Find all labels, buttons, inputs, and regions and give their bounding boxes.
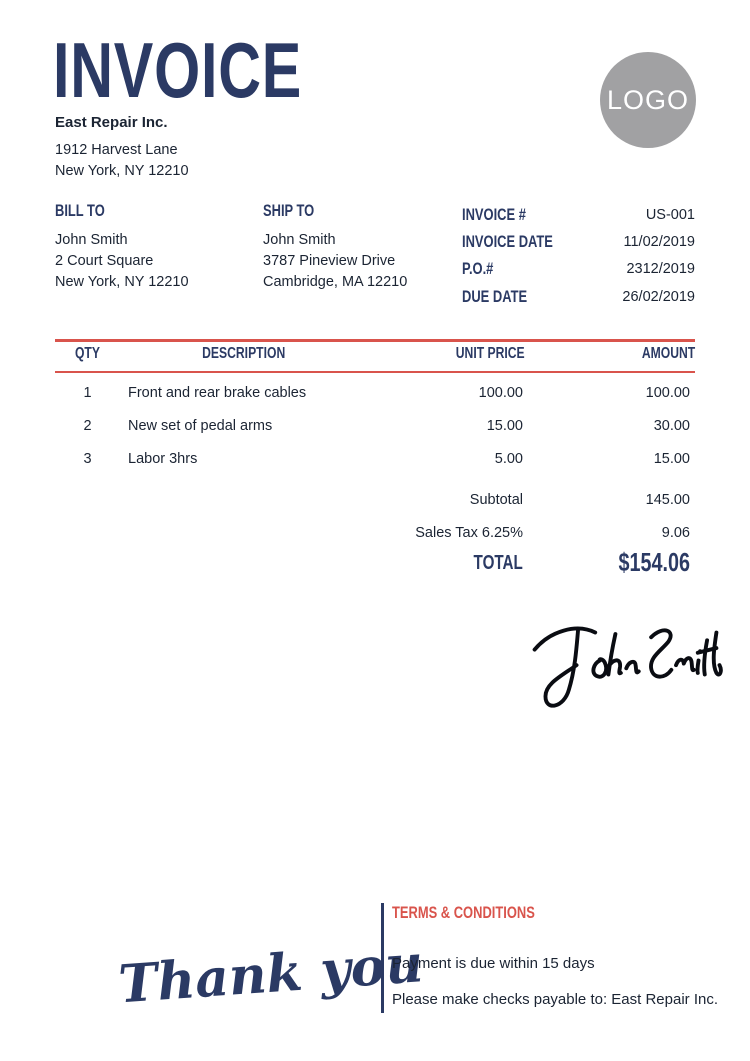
bill-to-block: BILL TO John Smith 2 Court Square New Yo… [55,201,189,293]
row-description: New set of pedal arms [128,417,273,434]
logo-placeholder-text: LOGO [606,84,690,115]
company-address-line2: New York, NY 12210 [55,163,189,179]
company-block: East Repair Inc. 1912 Harvest Lane New Y… [55,114,189,182]
table-header-unit-price: UNIT PRICE [456,345,525,362]
table-header-qty: QTY [74,345,100,362]
table-header-rule [55,371,695,373]
row-unit-price: 15.00 [486,417,523,434]
subtotal-value: 145.00 [645,492,690,508]
ship-to-city: Cambridge, MA 12210 [263,274,408,290]
table-top-rule [55,339,695,342]
invoice-date-label: INVOICE DATE [462,232,553,252]
bill-to-name: John Smith [55,232,128,248]
terms-heading: TERMS & CONDITIONS [392,903,535,922]
line-items: 1 Front and rear brake cables 100.00 100… [0,376,750,475]
total-label: TOTAL [473,552,523,574]
due-date-label: DUE DATE [462,286,528,306]
terms-line-payment: Payment is due within 15 days [392,955,595,972]
invoice-number-value: US-001 [645,206,695,223]
terms-heading-wrap: TERMS & CONDITIONS [392,903,580,923]
total-value: $154.06 [618,547,690,577]
thank-you-script: Thank you [117,933,425,1015]
company-name: East Repair Inc. [55,114,168,131]
row-unit-price: 5.00 [494,450,523,467]
table-row: 3 Labor 3hrs 5.00 15.00 [0,442,750,475]
ship-to-label: SHIP TO [263,201,315,220]
invoice-number-label: INVOICE # [462,204,526,224]
invoice-date-value: 11/02/2019 [623,234,696,251]
company-address-line1: 1912 Harvest Lane [55,142,178,158]
row-qty: 1 [83,384,92,401]
sales-tax-label: Sales Tax 6.25% [415,525,523,541]
row-qty: 3 [83,450,92,467]
bill-to-street: 2 Court Square [55,253,154,269]
meta-row-due-date: DUE DATE 26/02/2019 [462,283,695,310]
sales-tax-value: 9.06 [661,525,690,541]
table-header-amount: AMOUNT [641,345,695,362]
row-unit-price: 100.00 [478,384,523,401]
thank-you-text: Thank you [117,933,425,1015]
row-qty: 2 [83,417,92,434]
ship-to-street: 3787 Pineview Drive [263,253,396,269]
table-row: 2 New set of pedal arms 15.00 30.00 [0,409,750,442]
company-logo: LOGO [600,52,696,148]
signature-icon [532,626,723,708]
terms-line-checks: Please make checks payable to: East Repa… [392,991,719,1008]
thank-you-note: Thank you [116,933,425,1036]
table-row: 1 Front and rear brake cables 100.00 100… [0,376,750,409]
ship-to-block: SHIP TO John Smith 3787 Pineview Drive C… [263,201,407,293]
invoice-meta-block: INVOICE # US-001 INVOICE DATE 11/02/2019… [462,201,695,311]
subtotal-label: Subtotal [469,492,523,508]
invoice-title-text: INVOICE [53,26,303,114]
invoice-title: INVOICE [53,30,381,110]
row-description: Front and rear brake cables [128,384,307,401]
table-header-description: DESCRIPTION [202,345,286,362]
row-amount: 30.00 [653,417,690,434]
po-number-label: P.O.# [462,259,494,279]
bill-to-label: BILL TO [55,201,105,220]
meta-row-po-number: P.O.# 2312/2019 [462,256,695,283]
row-amount: 15.00 [653,450,690,467]
footer-divider [381,903,384,1013]
due-date-value: 26/02/2019 [622,288,695,305]
row-description: Labor 3hrs [128,450,198,467]
meta-row-invoice-date: INVOICE DATE 11/02/2019 [462,228,695,255]
signature [528,603,723,718]
ship-to-name: John Smith [263,232,336,248]
row-amount: 100.00 [645,384,690,401]
meta-row-invoice-number: INVOICE # US-001 [462,201,695,228]
bill-to-city: New York, NY 12210 [55,274,189,290]
po-number-value: 2312/2019 [626,261,695,278]
